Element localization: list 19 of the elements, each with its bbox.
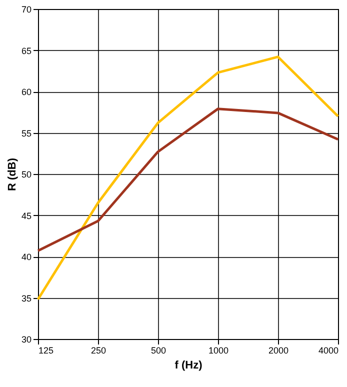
- x-tick-label: 125: [38, 346, 54, 356]
- x-tick-label: 1000: [208, 346, 229, 356]
- y-tick-label: 30: [21, 334, 32, 344]
- line-series: [36, 108, 340, 252]
- line-series: [36, 56, 340, 301]
- y-tick-label: 70: [21, 4, 32, 14]
- y-tick-label: 50: [21, 170, 32, 180]
- y-tick-label: 65: [21, 46, 32, 56]
- x-tick-label: 2000: [268, 346, 289, 356]
- x-axis-title: f (Hz): [174, 360, 203, 372]
- y-tick-label: 55: [21, 128, 32, 138]
- y-tick-label: 60: [21, 87, 32, 97]
- x-tick-label: 250: [90, 346, 106, 356]
- y-tick-label: 45: [21, 210, 32, 221]
- y-axis-title: R (dB): [6, 158, 18, 191]
- y-tick-label: 40: [21, 252, 32, 262]
- x-tick-label: 4000: [318, 346, 338, 356]
- x-tick-label: 500: [150, 346, 166, 356]
- y-tick-label: 35: [21, 293, 32, 304]
